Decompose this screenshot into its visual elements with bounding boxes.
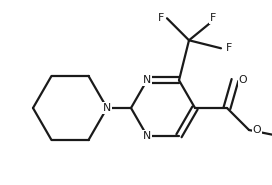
Text: O: O (239, 75, 247, 85)
Text: F: F (210, 13, 216, 23)
Text: F: F (158, 13, 164, 23)
Text: N: N (143, 131, 151, 141)
Text: F: F (226, 43, 232, 53)
Text: N: N (143, 75, 151, 85)
Text: N: N (103, 103, 111, 113)
Text: O: O (253, 125, 261, 135)
